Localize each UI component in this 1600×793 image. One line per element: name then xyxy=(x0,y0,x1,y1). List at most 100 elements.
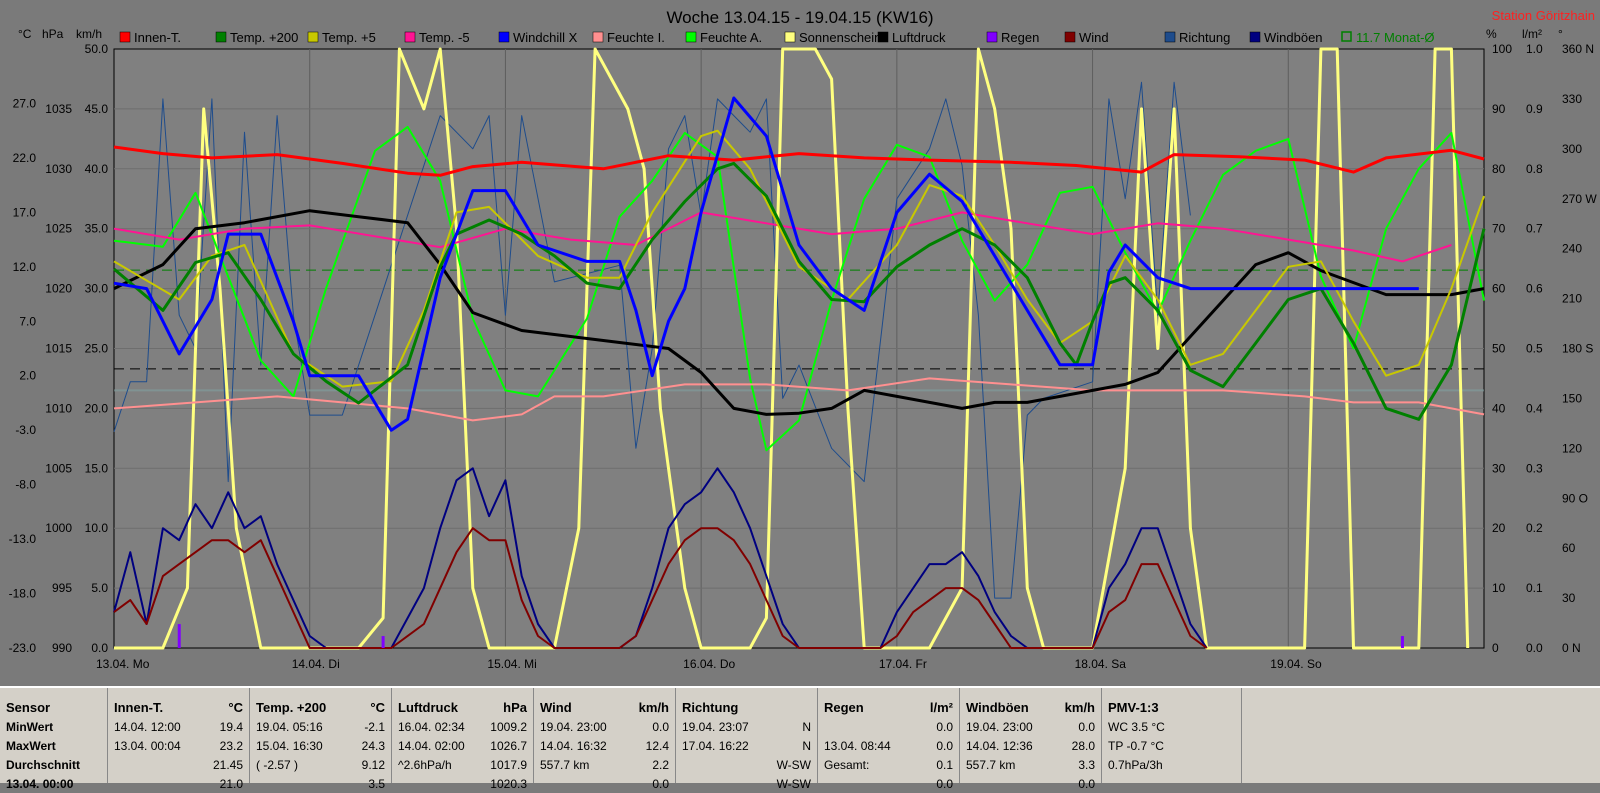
stats-row: MinWert xyxy=(6,717,101,736)
stats-header-label: Sensor xyxy=(6,700,51,715)
x-tick-label: 14.04. Di xyxy=(292,657,340,671)
series-line-sonnenschein xyxy=(114,47,1470,650)
direction-tick-label: 360 N xyxy=(1562,42,1594,56)
legend-label: Temp. -5 xyxy=(419,30,470,45)
humidity-tick-label: 20 xyxy=(1492,521,1506,535)
legend-item: Temp. +5 xyxy=(307,30,376,45)
stats-cell-label: 19.04. 23:00 xyxy=(966,719,1033,734)
stats-header-unit: °C xyxy=(370,700,385,715)
stats-cell-label: Gesamt: xyxy=(824,757,870,772)
direction-tick-label: 60 xyxy=(1562,541,1576,555)
humidity-tick-label: 90 xyxy=(1492,102,1506,116)
stats-cell-label: MaxWert xyxy=(6,738,56,753)
stats-cell-label: 557.7 km xyxy=(540,757,590,772)
legend-label: Regen xyxy=(1001,30,1039,45)
legend-swatch xyxy=(498,31,510,43)
stats-row: 557.7 km 2.2 xyxy=(540,755,669,774)
legend: Innen-T. Temp. +200 Temp. +5 Temp. -5 Windch… xyxy=(119,30,1435,45)
axis-ticks: 27.0 22.0 17.0 12.0 7.0 2.0 -3.0 -8.0 -13.0 -18.0… xyxy=(9,42,1598,671)
legend-item: Temp. +200 xyxy=(215,30,298,45)
stats-row: 21.45 xyxy=(114,755,243,774)
stats-row: WC 3.5 °C xyxy=(1108,717,1235,736)
humidity-tick-label: 40 xyxy=(1492,401,1506,415)
legend-swatch xyxy=(986,31,998,43)
stats-cell-value: 1020.3 xyxy=(490,776,527,791)
stats-row: 19.04. 23:07 N xyxy=(682,717,811,736)
stats-row: 19.04. 05:16 -2.1 xyxy=(256,717,385,736)
stats-cell-label: 19.04. 23:07 xyxy=(682,719,749,734)
direction-tick-label: 300 xyxy=(1562,142,1582,156)
wind-tick-label: 30.0 xyxy=(85,282,109,296)
wind-tick-label: 5.0 xyxy=(91,581,108,595)
stats-row: 17.04. 16:22 N xyxy=(682,736,811,755)
stats-column: Regen l/m² 0.0 13.04. 08:44 0.0 Gesamt: 0.1 0.0 xyxy=(818,688,960,791)
stats-cell-label: 13.04. 00:00 xyxy=(6,776,74,791)
legend-swatch xyxy=(119,31,131,43)
series-line-wind xyxy=(113,527,1208,649)
pressure-tick-label: 1010 xyxy=(45,401,72,415)
wind-tick-label: 50.0 xyxy=(85,42,109,56)
legend-swatch xyxy=(307,31,319,43)
stats-header: Temp. +200 °C xyxy=(256,698,385,717)
stats-cell-value: W-SW xyxy=(776,776,811,791)
stats-row: MaxWert xyxy=(6,736,101,755)
legend-label: Feuchte I. xyxy=(607,30,665,45)
direction-tick-label: 180 S xyxy=(1562,342,1593,356)
stats-row: 16.04. 02:34 1009.2 xyxy=(398,717,527,736)
stats-row: 19.04. 23:00 0.0 xyxy=(540,717,669,736)
stats-header-label: Windböen xyxy=(966,700,1029,715)
humidity-tick-label: 0 xyxy=(1492,641,1499,655)
rain-tick-label: 0.6 xyxy=(1526,282,1543,296)
stats-cell-value: 21.0 xyxy=(219,776,243,791)
direction-tick-label: 240 xyxy=(1562,242,1582,256)
temp-tick-label: -18.0 xyxy=(9,587,37,601)
series-line-temp-200 xyxy=(113,161,1486,421)
stats-header-unit: km/h xyxy=(1064,700,1095,715)
stats-cell-label: 557.7 km xyxy=(966,757,1016,772)
humidity-tick-label: 10 xyxy=(1492,581,1506,595)
stats-row: 14.04. 12:00 19.4 xyxy=(114,717,243,736)
humidity-tick-label: 70 xyxy=(1492,222,1506,236)
stats-header-label: Temp. +200 xyxy=(256,700,327,715)
stats-row: ( -2.57 ) 9.12 xyxy=(256,755,385,774)
stats-header: Luftdruck hPa xyxy=(398,698,527,717)
axis-headers: °C hPa km/h % l/m² ° xyxy=(18,27,1563,41)
temp-tick-label: -23.0 xyxy=(9,641,37,655)
stats-row: 0.7hPa/3h xyxy=(1108,755,1235,774)
statistics-panel: Sensor MinWert MaxWert Durchschnitt 13.04. 0… xyxy=(0,686,1600,791)
legend-item: Sonnenschein xyxy=(784,30,881,45)
pressure-tick-label: 1035 xyxy=(45,102,72,116)
stats-column: Innen-T. °C 14.04. 12:00 19.4 13.04. 00:04 23… xyxy=(108,688,250,791)
stats-cell-label: 16.04. 02:34 xyxy=(398,719,465,734)
series-line-innen-t xyxy=(113,145,1485,177)
stats-cell-value: 21.45 xyxy=(212,757,243,772)
stats-header-unit: hPa xyxy=(503,700,527,715)
humidity-tick-label: 30 xyxy=(1492,461,1506,475)
axis-header-temp: °C xyxy=(18,27,32,41)
stats-row: 19.04. 23:00 0.0 xyxy=(966,717,1095,736)
stats-column: PMV-1:3 WC 3.5 °C TP -0.7 °C 0.7hPa/3h xyxy=(1102,688,1242,783)
stats-row: Gesamt: 0.1 xyxy=(824,755,953,774)
legend-label: 11.7 Monat-Ø xyxy=(1356,30,1435,45)
stats-cell-label: 19.04. 23:00 xyxy=(540,719,607,734)
stats-cell-label: 0.7hPa/3h xyxy=(1108,757,1163,772)
stats-cell-value: 28.0 xyxy=(1071,738,1095,753)
stats-cell-value: 2.2 xyxy=(652,757,669,772)
stats-cell-value: 1009.2 xyxy=(490,719,527,734)
stats-row: 3.5 xyxy=(256,774,385,793)
x-tick-label: 18.04. Sa xyxy=(1075,657,1127,671)
stats-row: W-SW xyxy=(682,755,811,774)
stats-cell-value: 1017.9 xyxy=(490,757,527,772)
series xyxy=(113,47,1486,650)
stats-cell-value: 0.1 xyxy=(936,757,953,772)
stats-row: 13.04. 00:00 xyxy=(6,774,101,793)
direction-tick-label: 210 xyxy=(1562,292,1582,306)
direction-tick-label: 90 O xyxy=(1562,491,1588,505)
direction-tick-label: 150 xyxy=(1562,391,1582,405)
axis-header-humidity: % xyxy=(1486,27,1497,41)
axis-header-wind: km/h xyxy=(76,27,102,41)
series-line-temp-5 xyxy=(113,129,1485,388)
stats-row: 0.0 xyxy=(966,774,1095,793)
stats-header: Wind km/h xyxy=(540,698,669,717)
rain-tick-label: 0.8 xyxy=(1526,162,1543,176)
